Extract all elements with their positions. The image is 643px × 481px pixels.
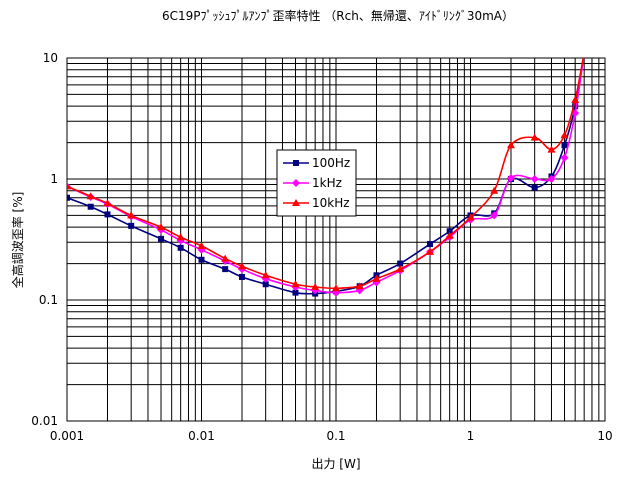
data-point-100Hz [158,235,165,242]
data-point-100Hz [104,211,111,218]
data-point-1kHz [506,173,515,182]
data-point-10kHz [157,223,166,231]
legend-swatch-marker [292,199,300,206]
data-point-10kHz [86,192,95,200]
data-point-100Hz [427,241,434,248]
data-point-100Hz [262,281,269,288]
data-point-10kHz [291,280,300,288]
data-point-100Hz [128,222,135,229]
data-point-1kHz [490,211,499,220]
data-point-100Hz [222,266,229,273]
data-point-10kHz [396,265,405,273]
y-tick-label: 0.1 [39,293,58,307]
data-point-10kHz [466,213,475,221]
legend-swatch-marker [292,179,300,187]
x-tick-label: 1 [467,429,475,443]
data-point-100Hz [561,142,568,149]
data-point-10kHz [311,283,320,291]
y-axis-title: 全高調波歪率 [%] [10,192,25,289]
data-point-100Hz [198,256,205,263]
data-point-10kHz [221,254,230,262]
data-point-10kHz [237,262,246,270]
data-point-10kHz [547,145,556,153]
data-point-1kHz [530,175,539,183]
data-point-100Hz [572,103,579,110]
chart-title: 6C19Pﾌﾟｯｼｭﾌﾟﾙｱﾝﾌﾟ歪率特性 （Rch、無帰還、ｱｲﾄﾞﾘﾝｸﾞ3… [162,8,514,23]
data-point-10kHz [490,186,499,194]
data-point-100Hz [531,184,538,191]
series-10kHz [67,58,585,292]
y-tick-label: 1 [50,172,58,186]
data-point-10kHz [445,231,454,239]
legend-label: 10kHz [312,196,350,210]
x-tick-label: 0.001 [50,429,84,443]
data-point-1kHz [560,153,569,162]
y-tick-label: 10 [43,51,58,65]
x-axis-title: 出力 [W] [311,457,360,471]
data-point-10kHz [127,211,136,219]
data-point-10kHz [571,95,580,103]
x-tick-label: 0.01 [188,429,215,443]
x-tick-label: 0.1 [326,429,345,443]
plot-frame [66,57,606,422]
data-point-10kHz [261,271,270,279]
data-point-100Hz [292,289,299,296]
data-point-10kHz [530,133,539,141]
data-point-100Hz [446,228,453,235]
data-point-10kHz [372,274,381,282]
data-point-10kHz [176,233,185,241]
data-point-10kHz [426,247,435,255]
y-tick-label: 0.01 [31,414,58,428]
data-point-10kHz [103,199,112,207]
series-layer [67,58,585,297]
data-point-100Hz [397,260,404,267]
data-point-10kHz [560,131,569,139]
data-point-1kHz [547,175,556,183]
data-point-10kHz [355,282,364,290]
x-tick-label: 10 [597,429,612,443]
legend-label: 1kHz [312,176,342,190]
legend: 100Hz 1kHz 10kHz [276,149,357,217]
data-point-10kHz [67,182,71,190]
data-point-100Hz [67,194,70,201]
legend-swatch-marker [293,160,299,166]
legend-label: 100Hz [312,156,350,170]
data-point-10kHz [506,141,515,149]
data-point-100Hz [238,273,245,280]
data-point-100Hz [177,244,184,251]
data-point-100Hz [87,203,94,210]
data-point-10kHz [197,241,206,249]
grid-layer [66,58,605,422]
data-point-10kHz [332,284,340,292]
